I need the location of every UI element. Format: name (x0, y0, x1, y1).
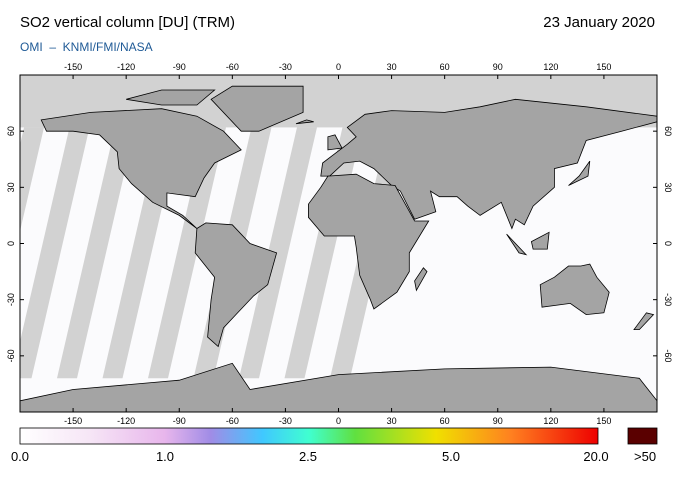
lat-label-right: 0 (663, 241, 673, 246)
lat-label-left: -30 (6, 293, 16, 306)
orbit-gap (57, 127, 135, 379)
lon-label-top: -30 (279, 62, 292, 72)
colorbar-overflow (627, 427, 658, 445)
lon-label-bottom: 60 (440, 416, 450, 426)
lon-label-top: -150 (64, 62, 82, 72)
lat-label-right: 30 (663, 182, 673, 192)
overflow-label: >50 (634, 449, 656, 464)
land (506, 233, 528, 256)
colorbar-label: 1.0 (156, 449, 174, 464)
lon-label-top: -90 (173, 62, 186, 72)
land (530, 231, 550, 250)
lon-label-bottom: -90 (173, 416, 186, 426)
land (414, 267, 428, 292)
orbit-gap (20, 127, 44, 232)
lon-label-top: -60 (226, 62, 239, 72)
land (126, 89, 216, 106)
land (320, 98, 657, 230)
colorbar-label: 20.0 (583, 449, 608, 464)
lon-label-bottom: 150 (596, 416, 611, 426)
lat-label-left: 30 (6, 182, 16, 192)
lat-label-right: 60 (663, 126, 673, 136)
lon-label-bottom: 90 (493, 416, 503, 426)
land (40, 108, 242, 229)
land (210, 85, 304, 132)
orbit-gap (239, 127, 317, 379)
title: SO2 vertical column [DU] (TRM) (20, 14, 235, 31)
lon-label-top: 90 (493, 62, 503, 72)
lon-label-bottom: -150 (64, 416, 82, 426)
orbit-gap (20, 127, 90, 379)
lat-label-right: -30 (663, 293, 673, 306)
land (308, 173, 430, 310)
lon-label-bottom: 120 (543, 416, 558, 426)
map (20, 75, 657, 412)
orbit-gap (148, 127, 226, 379)
land (568, 160, 591, 186)
lat-label-left: -60 (6, 349, 16, 362)
lon-label-top: 30 (387, 62, 397, 72)
colorbar-label: 0.0 (11, 449, 29, 464)
colorbar (19, 427, 599, 445)
lon-label-bottom: -120 (117, 416, 135, 426)
land (20, 362, 657, 412)
lon-label-bottom: -30 (279, 416, 292, 426)
lon-label-top: -120 (117, 62, 135, 72)
colorbar-label: 5.0 (442, 449, 460, 464)
land (539, 263, 610, 316)
subtitle: OMI – KNMI/FMI/NASA (20, 40, 153, 54)
lon-label-top: 120 (543, 62, 558, 72)
lat-label-left: 0 (6, 241, 16, 246)
lon-label-top: 60 (440, 62, 450, 72)
land (633, 312, 655, 330)
land (194, 222, 278, 348)
lon-label-top: 150 (596, 62, 611, 72)
lat-label-right: -60 (663, 349, 673, 362)
lat-label-left: 60 (6, 126, 16, 136)
land (295, 119, 314, 125)
land (327, 134, 343, 151)
lon-label-bottom: 30 (387, 416, 397, 426)
lon-label-bottom: -60 (226, 416, 239, 426)
colorbar-label: 2.5 (299, 449, 317, 464)
date: 23 January 2020 (543, 14, 655, 31)
lon-label-top: 0 (336, 62, 341, 72)
lon-label-bottom: 0 (336, 416, 341, 426)
